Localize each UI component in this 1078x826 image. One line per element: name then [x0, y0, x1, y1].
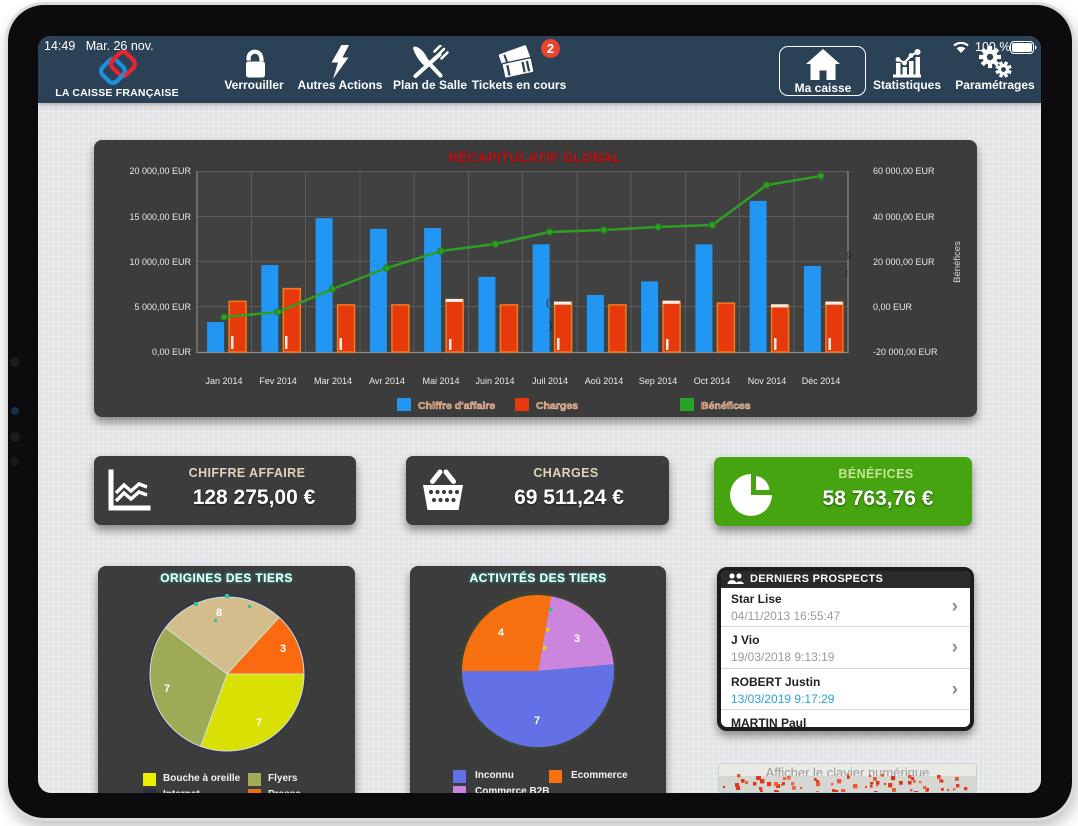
svg-text:10 000,00 EUR: 10 000,00 EUR [129, 257, 191, 267]
svg-text:Fev 2014: Fev 2014 [259, 376, 297, 386]
svg-text:5 000,00 EUR: 5 000,00 EUR [134, 302, 191, 312]
svg-text:RÉCAPITULATIF GLOBAL: RÉCAPITULATIF GLOBAL [449, 150, 622, 165]
svg-text:-20 000,00 EUR: -20 000,00 EUR [873, 347, 938, 357]
svg-text:Mai 2014: Mai 2014 [422, 376, 459, 386]
svg-text:Charges: Charges [536, 400, 578, 412]
svg-text:20 000,00 EUR: 20 000,00 EUR [129, 166, 191, 176]
svg-text:Bénéfices: Bénéfices [952, 241, 963, 283]
svg-text:Nov 2014: Nov 2014 [748, 376, 787, 386]
svg-text:Oct 2014: Oct 2014 [694, 376, 731, 386]
svg-text:Aoû 2014: Aoû 2014 [585, 376, 624, 386]
svg-text:Juin 2014: Juin 2014 [475, 376, 514, 386]
svg-text:Avr 2014: Avr 2014 [369, 376, 405, 386]
svg-text:Jan 2014: Jan 2014 [205, 376, 242, 386]
svg-text:40 000,00 EUR: 40 000,00 EUR [873, 212, 935, 222]
svg-text:15 000,00 EUR: 15 000,00 EUR [129, 212, 191, 222]
svg-text:8: 8 [216, 607, 222, 619]
svg-text:7: 7 [256, 717, 262, 729]
svg-text:Déc 2014: Déc 2014 [802, 376, 841, 386]
svg-text:7: 7 [164, 683, 170, 695]
svg-text:9: 9 [846, 251, 852, 262]
svg-text:(: ( [546, 298, 550, 309]
svg-text:7: 7 [534, 715, 540, 727]
svg-text:3: 3 [280, 643, 286, 655]
svg-text:Chiffre d'affaire: Chiffre d'affaire [418, 400, 495, 412]
svg-text:0,00 EUR: 0,00 EUR [152, 347, 192, 357]
svg-text:20 000,00 EUR: 20 000,00 EUR [873, 257, 935, 267]
svg-text:0,00 EUR: 0,00 EUR [873, 302, 913, 312]
svg-text:Sep 2014: Sep 2014 [639, 376, 678, 386]
svg-text:3: 3 [574, 633, 580, 645]
svg-text:Mar 2014: Mar 2014 [314, 376, 352, 386]
svg-text:4: 4 [498, 627, 505, 639]
svg-text:t: t [845, 269, 848, 280]
svg-text:): ) [549, 321, 552, 332]
svg-text:60 000,00 EUR: 60 000,00 EUR [873, 166, 935, 176]
svg-text:Juil 2014: Juil 2014 [532, 376, 568, 386]
svg-text:Bénéfices: Bénéfices [701, 400, 751, 412]
